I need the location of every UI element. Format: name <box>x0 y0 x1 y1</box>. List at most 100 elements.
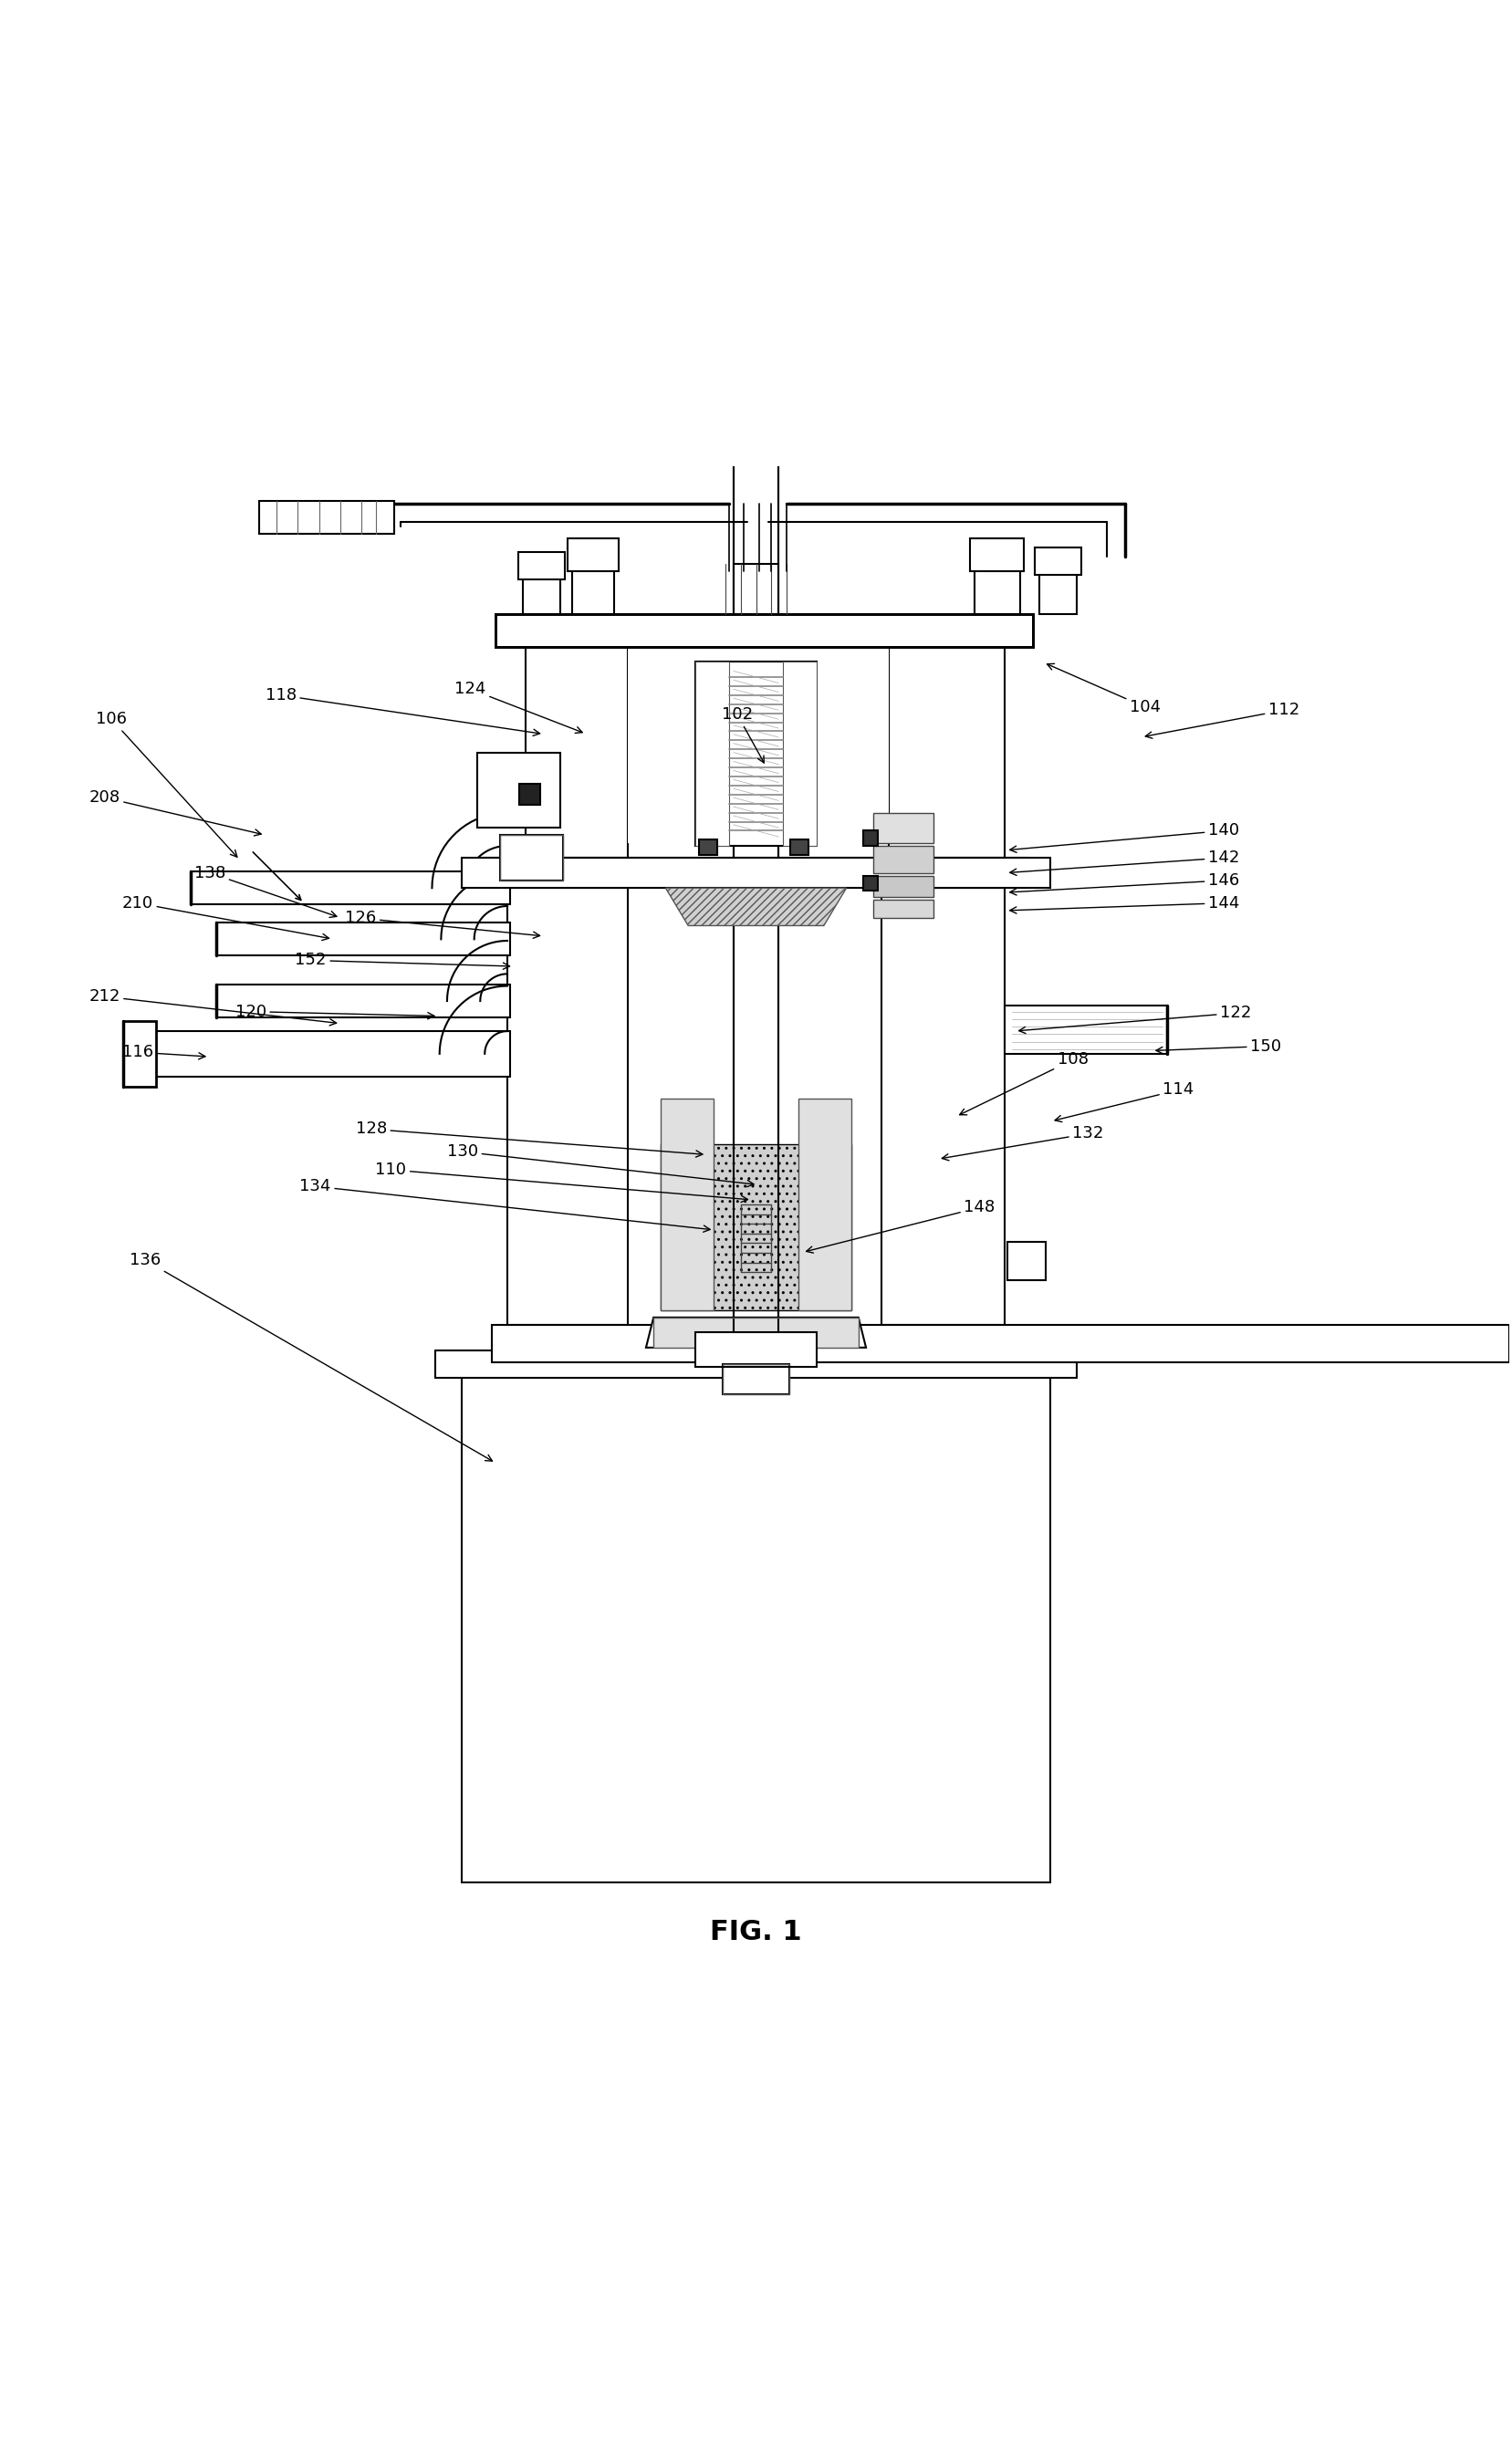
Text: 110: 110 <box>375 1161 748 1202</box>
Text: 210: 210 <box>122 895 330 941</box>
Bar <box>191 871 511 905</box>
Bar <box>526 646 627 859</box>
Bar <box>259 500 395 534</box>
Bar <box>478 751 559 827</box>
Bar <box>874 876 934 898</box>
Bar <box>696 661 729 846</box>
Bar <box>696 661 729 846</box>
Bar <box>783 661 816 846</box>
Bar <box>627 646 889 844</box>
Bar <box>463 859 1049 888</box>
Text: 118: 118 <box>265 688 540 737</box>
Bar <box>889 646 1004 859</box>
Bar <box>500 834 562 880</box>
Bar <box>696 1332 816 1368</box>
Text: FIG. 1: FIG. 1 <box>711 1919 801 1946</box>
Text: 116: 116 <box>122 1044 206 1061</box>
Bar <box>874 846 934 873</box>
Bar <box>733 563 779 615</box>
Bar <box>508 888 627 1324</box>
Bar <box>733 417 779 1351</box>
Bar <box>661 1100 714 1310</box>
Bar <box>798 1100 851 1310</box>
Bar <box>699 839 717 854</box>
Text: 130: 130 <box>448 1144 754 1188</box>
Bar <box>653 1317 859 1349</box>
Text: 142: 142 <box>1010 849 1240 876</box>
Text: 146: 146 <box>1010 873 1240 895</box>
Bar <box>508 888 627 1324</box>
Bar <box>500 834 562 880</box>
Bar <box>1039 571 1077 615</box>
Bar <box>881 888 1004 1324</box>
Text: 136: 136 <box>130 1251 493 1461</box>
Bar <box>733 417 779 1351</box>
Text: 128: 128 <box>355 1122 703 1156</box>
Bar <box>863 832 878 846</box>
Bar <box>874 900 934 917</box>
Text: 106: 106 <box>95 712 237 856</box>
Bar <box>485 859 1027 888</box>
Bar <box>798 1100 851 1310</box>
Text: 208: 208 <box>89 790 262 837</box>
Bar <box>216 985 511 1017</box>
Bar <box>874 812 934 844</box>
Bar <box>975 568 1019 615</box>
Text: 212: 212 <box>89 988 336 1024</box>
Bar <box>572 568 614 615</box>
Bar <box>519 551 564 578</box>
Bar <box>496 615 1033 646</box>
Bar <box>1034 546 1081 576</box>
Bar <box>661 1144 851 1310</box>
Bar <box>736 417 776 1351</box>
Text: 138: 138 <box>195 866 337 917</box>
Bar <box>971 539 1024 571</box>
Bar <box>889 646 1004 859</box>
Text: 140: 140 <box>1010 822 1240 854</box>
Text: 152: 152 <box>295 951 510 968</box>
Text: 120: 120 <box>234 1002 434 1020</box>
Text: 126: 126 <box>345 910 540 939</box>
Text: 132: 132 <box>942 1124 1104 1161</box>
Bar <box>791 839 809 854</box>
Bar <box>520 783 540 805</box>
Text: 114: 114 <box>1055 1083 1194 1122</box>
Bar <box>496 615 1033 646</box>
Bar <box>463 1378 1049 1883</box>
Bar <box>863 876 878 890</box>
Bar <box>696 1332 816 1368</box>
Text: 124: 124 <box>455 680 582 734</box>
Bar <box>493 1324 1509 1363</box>
Bar <box>567 539 618 571</box>
Text: 112: 112 <box>1146 702 1300 739</box>
Bar <box>783 661 816 846</box>
Text: 122: 122 <box>1019 1005 1252 1034</box>
Bar <box>145 1032 511 1076</box>
Bar <box>881 888 1004 1324</box>
Bar <box>496 615 1033 646</box>
Bar <box>216 922 511 956</box>
Bar <box>435 1351 1077 1378</box>
Bar <box>696 661 816 846</box>
Bar <box>661 1100 714 1310</box>
Text: 102: 102 <box>721 707 764 763</box>
Text: 104: 104 <box>1048 663 1161 715</box>
Text: 150: 150 <box>1157 1039 1281 1054</box>
Bar <box>1007 1241 1045 1280</box>
Text: 108: 108 <box>960 1051 1089 1115</box>
Bar <box>500 834 562 880</box>
Bar <box>485 859 1027 888</box>
Polygon shape <box>665 888 847 927</box>
Bar <box>122 1020 156 1088</box>
Bar <box>526 646 627 859</box>
Text: 144: 144 <box>1010 895 1240 915</box>
Bar <box>463 1378 1049 1883</box>
Bar <box>696 1339 816 1351</box>
Bar <box>723 1363 789 1395</box>
Bar <box>523 576 559 615</box>
Bar <box>653 1317 859 1349</box>
Text: 134: 134 <box>299 1178 711 1232</box>
Polygon shape <box>646 1317 866 1349</box>
Text: 148: 148 <box>806 1200 995 1254</box>
Bar <box>1004 1005 1167 1054</box>
